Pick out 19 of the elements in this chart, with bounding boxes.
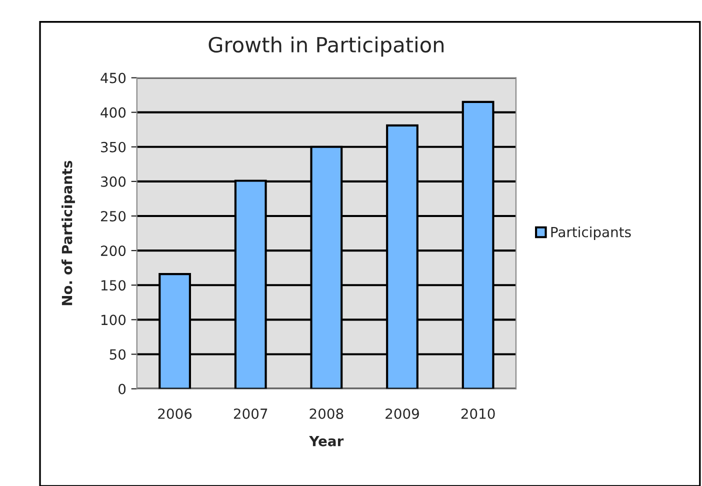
legend-label: Participants — [551, 226, 631, 240]
x-tick-label: 2010 — [461, 408, 495, 419]
y-tick-label: 100 — [101, 314, 126, 326]
y-tick-label: 400 — [100, 107, 126, 118]
y-axis-title: No. of Participants — [62, 160, 75, 306]
x-axis-title: Year — [309, 436, 344, 446]
y-tick-label: 300 — [101, 176, 126, 187]
y-tick-label: 200 — [100, 246, 126, 256]
y-tick-label: 450 — [100, 72, 126, 84]
x-tick-label: 2007 — [234, 408, 268, 419]
y-tick-label: 350 — [101, 142, 126, 152]
y-tick-label: 250 — [100, 210, 126, 222]
y-tick-label: 0 — [118, 384, 126, 394]
chart-title: Growth in Participation — [208, 36, 444, 57]
x-tick-label: 2008 — [310, 408, 344, 419]
y-tick-label: 50 — [110, 349, 126, 360]
x-tick-label: 2009 — [386, 408, 419, 419]
x-tick-label: 2006 — [158, 408, 192, 419]
y-tick-label: 150 — [101, 280, 126, 291]
